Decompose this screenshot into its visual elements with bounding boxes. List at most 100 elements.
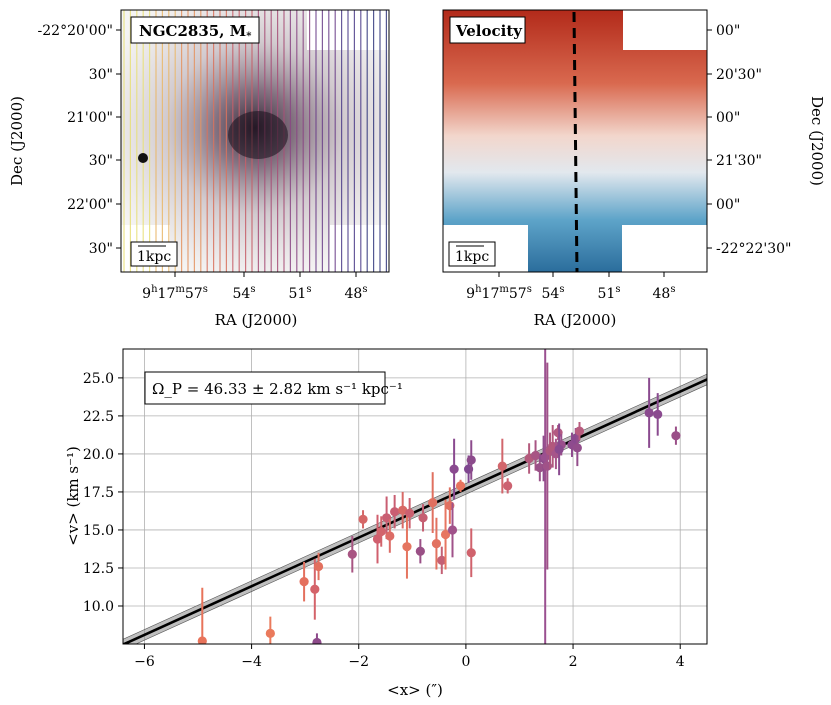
data-point bbox=[671, 426, 681, 445]
data-point bbox=[572, 429, 582, 467]
point-marker bbox=[530, 450, 541, 461]
point-marker bbox=[197, 636, 207, 644]
dec-tick-label: 22'00" bbox=[67, 197, 113, 213]
point-marker bbox=[313, 561, 324, 572]
point-marker bbox=[398, 505, 408, 515]
point-marker bbox=[437, 555, 447, 565]
dec-axis-label-right: Dec (J2000) bbox=[808, 96, 826, 186]
data-point bbox=[372, 514, 383, 564]
velocity-scalebar: 1kpc bbox=[448, 241, 496, 267]
point-marker bbox=[440, 529, 451, 540]
point-marker bbox=[415, 546, 425, 556]
data-point bbox=[405, 498, 415, 529]
data-point bbox=[653, 393, 663, 436]
point-marker bbox=[671, 431, 681, 441]
data-point bbox=[385, 519, 395, 553]
fit-annotation: Ω_P = 46.33 ± 2.82 km s⁻¹ kpc⁻¹ bbox=[152, 380, 403, 398]
x-tick-label: −4 bbox=[241, 654, 262, 670]
ra-tick-label: 9h17m57s bbox=[466, 284, 532, 302]
point-marker bbox=[372, 534, 383, 544]
mass-map-panel: NGC2835, M* 1kpc bbox=[120, 9, 390, 273]
point-marker bbox=[358, 514, 368, 524]
point-marker bbox=[466, 455, 476, 465]
mass-map-image bbox=[121, 10, 389, 272]
ra-tick-label: 9h17m57s bbox=[142, 284, 208, 302]
dec-tick-label: 20'30" bbox=[716, 67, 762, 83]
point-marker bbox=[376, 526, 386, 537]
data-point bbox=[574, 421, 585, 441]
data-point bbox=[466, 528, 476, 578]
point-marker bbox=[265, 628, 275, 638]
velocity-map-panel: Velocity 1kpc bbox=[442, 9, 708, 273]
y-tick-label: 22.5 bbox=[83, 409, 114, 425]
data-point bbox=[312, 633, 322, 644]
point-marker bbox=[431, 539, 442, 549]
data-point bbox=[440, 499, 451, 570]
ra-tick-label: 54s bbox=[542, 284, 565, 302]
velocity-title: Velocity bbox=[455, 22, 523, 40]
data-point bbox=[376, 516, 386, 547]
ra-tick-label: 51s bbox=[598, 284, 621, 302]
data-point bbox=[554, 423, 564, 476]
data-point bbox=[530, 440, 541, 471]
dec-tick-label: 21'30" bbox=[716, 153, 762, 169]
ra-axis-label-left: RA (J2000) bbox=[215, 311, 298, 329]
data-point bbox=[402, 514, 412, 579]
point-marker bbox=[310, 584, 320, 594]
point-marker bbox=[497, 461, 507, 471]
point-marker bbox=[390, 507, 400, 517]
dec-tick-label: 30" bbox=[89, 241, 113, 257]
dec-tick-label: 00" bbox=[716, 23, 740, 39]
mass-title: NGC2835, M* bbox=[139, 22, 252, 42]
mass-scalebar: 1kpc bbox=[130, 241, 178, 267]
dec-axis-label-left: Dec (J2000) bbox=[8, 96, 26, 186]
data-point bbox=[466, 440, 476, 480]
point-marker bbox=[447, 525, 458, 535]
ra-axis-label-right: RA (J2000) bbox=[534, 311, 617, 329]
velocity-map-image bbox=[443, 10, 707, 272]
point-marker bbox=[503, 481, 513, 491]
data-point bbox=[390, 494, 400, 529]
dec-tick-label: 00" bbox=[716, 197, 740, 213]
x-tick-label: 0 bbox=[461, 654, 470, 670]
dec-tick-label: 00" bbox=[716, 110, 740, 126]
velocity-title-box: Velocity bbox=[449, 16, 526, 44]
point-marker bbox=[455, 481, 466, 491]
point-marker bbox=[299, 577, 309, 587]
point-marker bbox=[347, 549, 357, 559]
data-point bbox=[503, 478, 513, 494]
dec-tick-label: -22°20'00" bbox=[38, 23, 113, 39]
data-point bbox=[449, 438, 459, 500]
y-tick-label: 20.0 bbox=[83, 447, 114, 463]
data-point bbox=[347, 536, 357, 573]
pattern-speed-plot: −6 −4 −2 0 2 4 10.0 12.5 15.0 17.5 20.0 22.5 25.0 Ω… bbox=[64, 348, 708, 699]
point-marker bbox=[385, 531, 395, 541]
point-marker bbox=[312, 637, 322, 644]
dec-tick-label: 30" bbox=[89, 67, 113, 83]
y-tick-label: 12.5 bbox=[83, 561, 114, 577]
data-point bbox=[415, 539, 425, 564]
data-point bbox=[431, 517, 442, 570]
x-axis-ticks: −6 −4 −2 0 2 4 bbox=[134, 644, 685, 670]
data-point bbox=[299, 561, 309, 602]
data-point bbox=[265, 616, 275, 644]
point-marker bbox=[554, 444, 564, 454]
velocity-scalebar-label: 1kpc bbox=[455, 249, 489, 265]
y-tick-label: 15.0 bbox=[83, 523, 114, 539]
y-tick-label: 10.0 bbox=[83, 599, 114, 615]
point-marker bbox=[418, 513, 428, 523]
data-point bbox=[644, 377, 654, 448]
mass-title-box: NGC2835, M* bbox=[130, 16, 260, 44]
point-marker bbox=[535, 463, 545, 473]
y-tick-label: 17.5 bbox=[83, 485, 114, 501]
data-points bbox=[197, 349, 681, 644]
point-marker bbox=[574, 426, 585, 436]
data-point bbox=[497, 438, 507, 494]
x-tick-label: −6 bbox=[134, 654, 155, 670]
mass-scalebar-label: 1kpc bbox=[137, 249, 171, 265]
dec-axis-left: -22°20'00" 30" 21'00" 30" 22'00" 30" bbox=[38, 23, 121, 257]
slit-axis-dashed-line bbox=[572, 11, 579, 272]
point-marker bbox=[449, 464, 459, 474]
dec-axis-right: 00" 20'30" 00" 21'30" 00" -22°22'30" bbox=[707, 23, 791, 257]
ra-axis: 9h17m57s 54s 51s 48s 9h17m57s 54s 51s 48s bbox=[142, 272, 675, 302]
